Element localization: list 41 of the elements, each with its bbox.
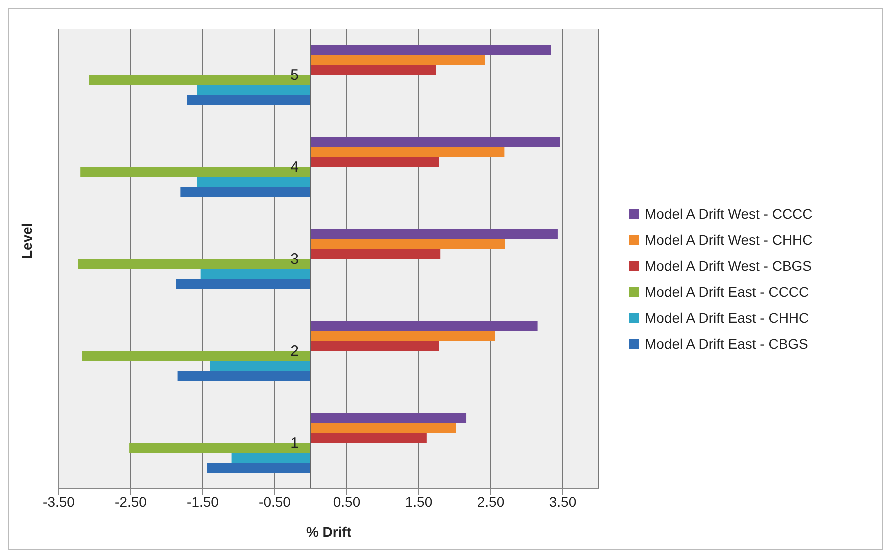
bar	[311, 148, 505, 158]
bar	[311, 240, 506, 250]
bar	[311, 66, 436, 76]
bar	[311, 250, 441, 260]
legend-label: Model A Drift West - CHHC	[645, 232, 813, 248]
legend-label: Model A Drift East - CHHC	[645, 310, 810, 326]
bar	[311, 56, 486, 66]
bar	[210, 362, 311, 372]
bar	[311, 342, 440, 352]
bar	[311, 46, 552, 56]
bar	[311, 158, 440, 168]
legend-label: Model A Drift East - CCCC	[645, 284, 810, 300]
x-tick-label: -1.50	[187, 494, 220, 510]
bar	[311, 230, 558, 240]
legend-label: Model A Drift East - CBGS	[645, 336, 808, 352]
bar	[311, 332, 496, 342]
x-tick-label: -0.50	[259, 494, 292, 510]
bar	[180, 188, 311, 198]
x-tick-label: 1.50	[405, 494, 433, 510]
legend-label: Model A Drift West - CBGS	[645, 258, 812, 274]
x-tick-label: -2.50	[115, 494, 148, 510]
bar	[187, 96, 311, 106]
bar	[311, 322, 538, 332]
legend-label: Model A Drift West - CCCC	[645, 206, 813, 222]
x-tick-label: 0.50	[333, 494, 361, 510]
bar	[200, 270, 311, 280]
bar	[232, 454, 311, 464]
bar	[311, 434, 427, 444]
y-axis-title: Level	[18, 223, 35, 259]
bar	[311, 138, 560, 148]
bar	[197, 86, 311, 96]
x-tick-label: 3.50	[549, 494, 577, 510]
x-axis-title: % Drift	[306, 524, 352, 540]
bar	[311, 414, 467, 424]
bar	[207, 464, 311, 474]
bar	[197, 178, 311, 188]
x-tick-label: -3.50	[43, 494, 76, 510]
x-tick-label: 2.50	[477, 494, 505, 510]
bar	[176, 280, 311, 290]
bar	[178, 372, 311, 382]
bar	[311, 424, 456, 434]
